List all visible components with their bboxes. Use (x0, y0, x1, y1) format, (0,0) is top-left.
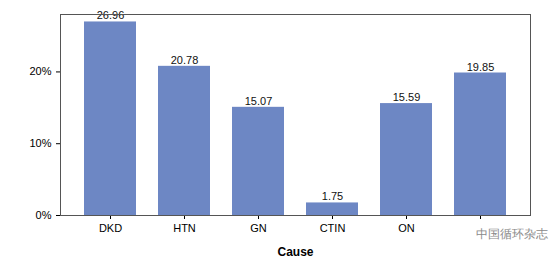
svg-text:19.85: 19.85 (467, 61, 495, 73)
svg-text:26.96: 26.96 (97, 9, 125, 21)
svg-text:20%: 20% (29, 65, 51, 77)
svg-text:15.59: 15.59 (393, 91, 421, 103)
svg-text:HTN: HTN (173, 222, 196, 234)
svg-text:15.07: 15.07 (245, 95, 273, 107)
svg-text:0%: 0% (36, 209, 52, 221)
svg-text:GN: GN (250, 222, 267, 234)
svg-text:Cause: Cause (277, 245, 313, 259)
svg-text:DKD: DKD (99, 222, 122, 234)
svg-text:10%: 10% (29, 137, 51, 149)
svg-text:ON: ON (398, 222, 415, 234)
svg-text:CTIN: CTIN (320, 222, 346, 234)
html-text:中国循环杂志: 中国循环杂志 (476, 227, 548, 241)
svg-text:20.78: 20.78 (171, 54, 199, 66)
svg-text:1.75: 1.75 (322, 190, 343, 202)
